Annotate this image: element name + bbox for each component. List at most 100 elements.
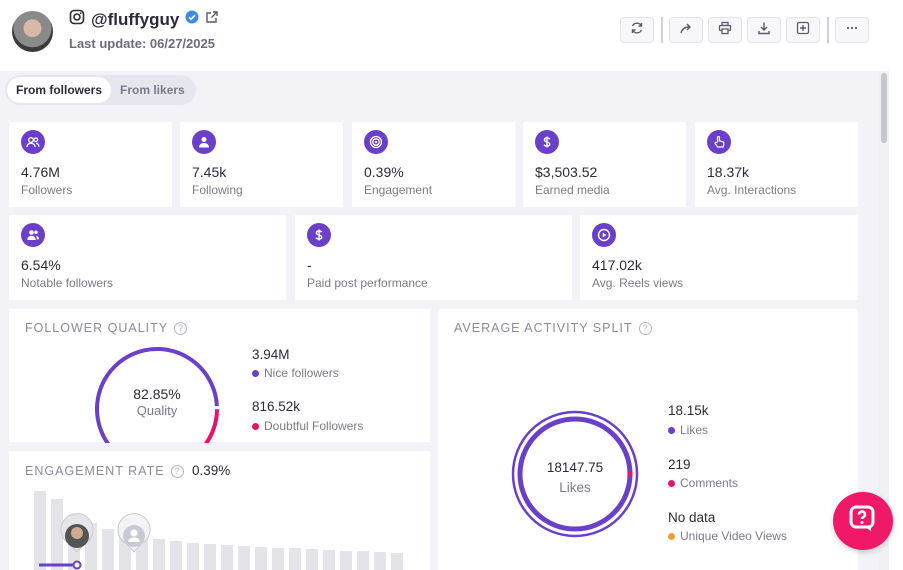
profile-header: @fluffyguy Last update: 06/27/2025	[0, 0, 903, 71]
page-edge	[889, 71, 903, 570]
tab-from-likers[interactable]: From likers	[120, 83, 185, 97]
nice-followers-legend: Nice followers	[252, 366, 339, 380]
print-button[interactable]	[708, 17, 742, 43]
engagement-histogram	[34, 491, 403, 570]
stat-label: Followers	[21, 183, 73, 197]
video-views-value: No data	[668, 510, 716, 525]
stat-value: 18.37k	[707, 164, 750, 180]
histogram-bar	[391, 553, 403, 570]
stat-label: Following	[192, 183, 243, 197]
likes-value: 18.15k	[668, 403, 709, 418]
refresh-icon	[630, 21, 644, 40]
legend-dot	[252, 369, 259, 377]
activity-split-title: AVERAGE ACTIVITY SPLIT	[454, 321, 633, 335]
last-update: Last update: 06/27/2025	[69, 36, 215, 51]
quality-label: Quality	[136, 403, 178, 418]
histogram-bar	[102, 529, 114, 570]
audience-source-tabs: From followers From likers	[5, 75, 196, 105]
donut-outer-ring	[511, 410, 639, 538]
help-icon[interactable]: ?	[174, 321, 188, 335]
stat-value: 4.76M	[21, 164, 60, 180]
external-link-icon[interactable]	[205, 10, 219, 29]
stat-value: $3,503.52	[535, 164, 598, 180]
legend-label: Doubtful Followers	[264, 419, 364, 433]
histogram-bar	[204, 544, 216, 570]
gauge-doubtful-arc	[203, 409, 219, 443]
histogram-bar	[289, 548, 301, 570]
toolbar	[620, 17, 874, 43]
target-icon	[364, 130, 388, 154]
histogram-bar	[374, 552, 386, 570]
stat-label: Engagement	[364, 183, 433, 197]
refresh-button[interactable]	[620, 17, 654, 43]
histogram-bar	[272, 548, 284, 570]
download-icon	[757, 21, 771, 40]
tab-from-followers[interactable]: From followers	[7, 77, 112, 103]
dollar-icon	[535, 130, 559, 154]
stat-card-avg-interactions: 18.37k Avg. Interactions	[695, 122, 858, 207]
handle-row: @fluffyguy	[69, 9, 219, 30]
download-button[interactable]	[747, 17, 781, 43]
stat-card-followers: 4.76M Followers	[9, 122, 172, 207]
following-icon	[192, 130, 216, 154]
gauge-nice-arc	[95, 347, 219, 443]
stat-card-avg-reels-views: 417.02k Avg. Reels views	[580, 215, 858, 300]
add-to-list-button[interactable]	[786, 17, 820, 43]
stat-label: Notable followers	[21, 276, 114, 290]
legend-label: Nice followers	[264, 366, 339, 380]
follower-quality-title: FOLLOWER QUALITY	[25, 321, 169, 335]
scrollbar-thumb[interactable]	[881, 73, 887, 143]
doubtful-followers-value: 816.52k	[252, 399, 301, 414]
likes-legend: Likes	[668, 423, 708, 437]
section-title: FOLLOWER QUALITY ?	[25, 321, 188, 335]
quality-gauge	[95, 347, 219, 443]
stat-value: -	[307, 257, 312, 273]
doubtful-followers-legend: Doubtful Followers	[252, 419, 363, 433]
stat-card-paid-post-performance: - Paid post performance	[295, 215, 572, 300]
stat-label: Avg. Interactions	[707, 183, 797, 197]
toolbar-divider	[827, 17, 829, 43]
share-icon	[679, 21, 693, 40]
help-icon[interactable]: ?	[170, 464, 184, 478]
followers-icon	[21, 130, 45, 154]
histogram-bar	[34, 491, 46, 570]
histogram-bar	[187, 543, 199, 570]
stat-value: 0.39%	[364, 164, 404, 180]
stat-card-notable-followers: 6.54% Notable followers	[9, 215, 286, 300]
more-icon	[845, 21, 859, 40]
engagement-rate-value: 0.39%	[192, 463, 231, 478]
histogram-bar	[153, 539, 165, 570]
notable-followers-icon	[21, 223, 45, 247]
stat-value: 7.45k	[192, 164, 227, 180]
histogram-bar	[51, 499, 63, 570]
share-button[interactable]	[669, 17, 703, 43]
stat-label: Paid post performance	[307, 276, 428, 290]
legend-label: Comments	[680, 476, 739, 490]
histogram-bar	[255, 547, 267, 570]
add-to-list-icon	[796, 21, 810, 40]
legend-label: Unique Video Views	[680, 529, 787, 543]
follower-quality-card: FOLLOWER QUALITY ? 82.85% Quality 3.94M …	[9, 309, 430, 443]
activity-donut	[511, 410, 639, 538]
pointer-icon	[707, 130, 731, 154]
chat-help-icon	[848, 504, 878, 539]
more-button[interactable]	[835, 17, 869, 43]
histogram-bar	[340, 551, 352, 570]
legend-label: Likes	[680, 423, 709, 437]
engagement-rate-card: ENGAGEMENT RATE ? 0.39%	[9, 451, 430, 570]
activity-split-card: AVERAGE ACTIVITY SPLIT ? 18147.75 Likes …	[438, 309, 858, 570]
histogram-bar	[170, 541, 182, 570]
toolbar-divider	[661, 17, 663, 43]
play-icon	[592, 223, 616, 247]
stat-value: 6.54%	[21, 257, 61, 273]
engagement-rate-title: ENGAGEMENT RATE	[25, 464, 165, 478]
stat-value: 417.02k	[592, 257, 642, 273]
legend-dot	[668, 426, 675, 434]
help-icon[interactable]: ?	[638, 321, 652, 335]
scrollbar[interactable]	[879, 71, 889, 570]
help-chat-button[interactable]	[833, 492, 893, 550]
nice-followers-value: 3.94M	[252, 347, 290, 362]
legend-dot	[252, 422, 259, 430]
avatar	[12, 11, 53, 52]
profile-handle: @fluffyguy	[91, 9, 180, 29]
